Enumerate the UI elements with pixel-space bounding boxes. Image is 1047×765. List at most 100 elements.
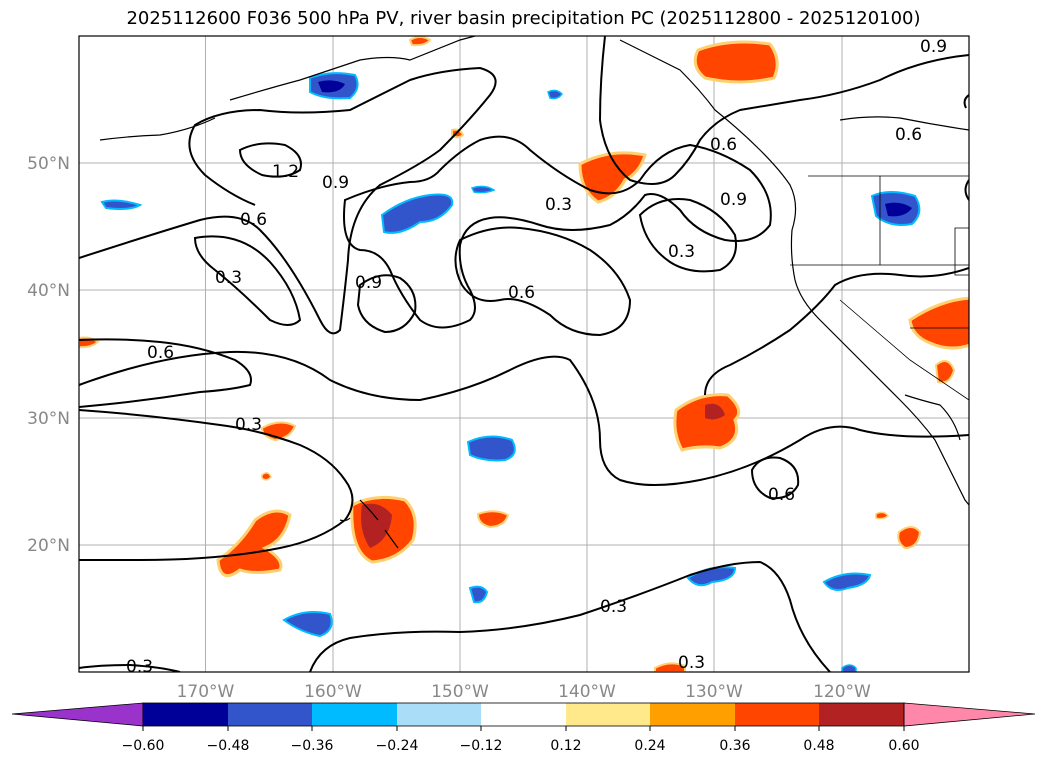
colorbar-tick-label: 0.12	[550, 738, 581, 754]
lon-label-150w: 150°W	[431, 682, 489, 702]
pv-contour	[309, 560, 831, 672]
pv-contour	[79, 66, 497, 335]
colorbar-tick-label: −0.48	[207, 738, 250, 754]
contour-label: 0.6	[710, 135, 737, 155]
contour-label: 0.6	[240, 210, 267, 230]
colorbar-segment	[143, 703, 228, 726]
contour-label: 0.3	[126, 657, 153, 677]
latitude-labels: 50°N 40°N 30°N 20°N	[27, 154, 70, 556]
pv-contour	[704, 267, 969, 396]
contour-label: 0.3	[678, 653, 705, 673]
contour-label: 0.9	[355, 273, 382, 293]
colorbar-tick-label: −0.12	[460, 738, 503, 754]
precip-blob-negative	[100, 199, 143, 210]
pv-contour	[963, 94, 969, 109]
precip-blob-strong-negative	[885, 202, 912, 217]
map-title: 2025112600 F036 500 hPa PV, river basin …	[126, 8, 921, 29]
colorbar-outline	[142, 702, 905, 727]
pv-contour	[79, 663, 181, 672]
coastlines	[99, 36, 969, 549]
precip-blob-negative	[822, 572, 872, 591]
precip-blob-positive	[673, 393, 741, 452]
precip-blob-positive	[578, 151, 647, 204]
lon-label-170w: 170°W	[177, 682, 235, 702]
colorbar-segment	[397, 703, 481, 726]
pv-contour	[454, 226, 632, 337]
contour-label: 0.9	[920, 37, 947, 57]
contour-label: 0.3	[668, 242, 695, 262]
precip-blob-negative	[470, 185, 496, 194]
colorbar-segment	[312, 703, 397, 726]
lon-label-130w: 130°W	[685, 682, 743, 702]
colorbar-segment	[650, 703, 735, 726]
colorbar-tick-label: −0.60	[122, 738, 165, 754]
colorbar: −0.60 −0.48 −0.36 −0.24 −0.12 0.12 0.24 …	[11, 702, 1036, 754]
precip-blob-negative	[466, 435, 516, 462]
contour-label: 0.6	[895, 125, 922, 145]
pv-contour	[79, 350, 969, 486]
contour-label: 0.6	[768, 485, 795, 505]
precip-blob-positive	[408, 36, 432, 47]
colorbar-segment	[566, 703, 650, 726]
lon-label-140w: 140°W	[558, 682, 616, 702]
lat-label-30n: 30°N	[27, 409, 70, 429]
map-frame	[78, 35, 970, 673]
colorbar-extend-min	[11, 702, 144, 727]
precip-blob-positive	[897, 526, 922, 550]
colorbar-segment	[819, 703, 904, 726]
pv-contour	[343, 135, 772, 329]
contour-label: 0.3	[235, 415, 262, 435]
contour-label: 0.3	[600, 597, 627, 617]
colorbar-extend-max	[903, 702, 1036, 727]
pv-contour	[356, 274, 417, 334]
colorbar-tick-label: −0.36	[291, 738, 334, 754]
pv-contour	[79, 338, 252, 408]
contour-label: 0.6	[147, 343, 174, 363]
colorbar-tick-label: 0.36	[719, 738, 750, 754]
precip-blob-strong	[361, 503, 392, 548]
precip-blob-positive	[216, 509, 292, 578]
lat-label-20n: 20°N	[27, 536, 70, 556]
contour-label: 0.9	[720, 190, 747, 210]
pv-contour	[79, 409, 354, 561]
colorbar-tick-label: 0.48	[803, 738, 834, 754]
precip-blob-positive	[261, 472, 272, 481]
pv-contours	[79, 36, 969, 672]
precip-blob-positive	[693, 40, 779, 84]
lat-label-40n: 40°N	[27, 281, 70, 301]
precip-blob-strong-negative	[318, 80, 345, 93]
colorbar-tick-label: 0.60	[888, 738, 919, 754]
colorbar-segment	[735, 703, 819, 726]
colorbar-tick-label: −0.24	[376, 738, 419, 754]
contour-label: 1.2	[272, 162, 299, 182]
precip-blob-negative	[841, 664, 857, 672]
borders	[790, 175, 969, 401]
precip-blob-positive	[476, 510, 510, 529]
lat-label-50n: 50°N	[27, 154, 70, 174]
pv-contour	[598, 36, 969, 185]
pv-contour	[238, 142, 302, 178]
contour-label: 0.3	[215, 268, 242, 288]
contour-label: 0.6	[508, 283, 535, 303]
pv-contour	[750, 456, 800, 500]
colorbar-tick-label: 0.24	[634, 738, 665, 754]
contour-label: 0.3	[545, 195, 572, 215]
precip-blob-positive	[875, 511, 890, 520]
colorbar-segment	[481, 703, 566, 726]
pv-contour	[638, 198, 737, 273]
lon-label-120w: 120°W	[813, 682, 871, 702]
pv-contour	[964, 179, 969, 201]
precip-blob-negative	[468, 585, 489, 604]
colorbar-segment	[228, 703, 312, 726]
precip-blob-positive	[654, 662, 686, 672]
precip-blob-positive	[934, 360, 956, 384]
precipitation-shading	[79, 36, 969, 672]
precip-blob-negative	[547, 89, 563, 100]
pv-contour	[193, 235, 302, 326]
precip-blob-negative	[282, 611, 333, 638]
precip-blob-strong	[705, 403, 725, 420]
contour-labels: 0.9 0.6 0.6 1.2 0.9 0.6 0.3 0.9 0.3 0.3 …	[126, 37, 947, 677]
contour-label: 0.9	[322, 173, 349, 193]
lon-label-160w: 160°W	[304, 682, 362, 702]
